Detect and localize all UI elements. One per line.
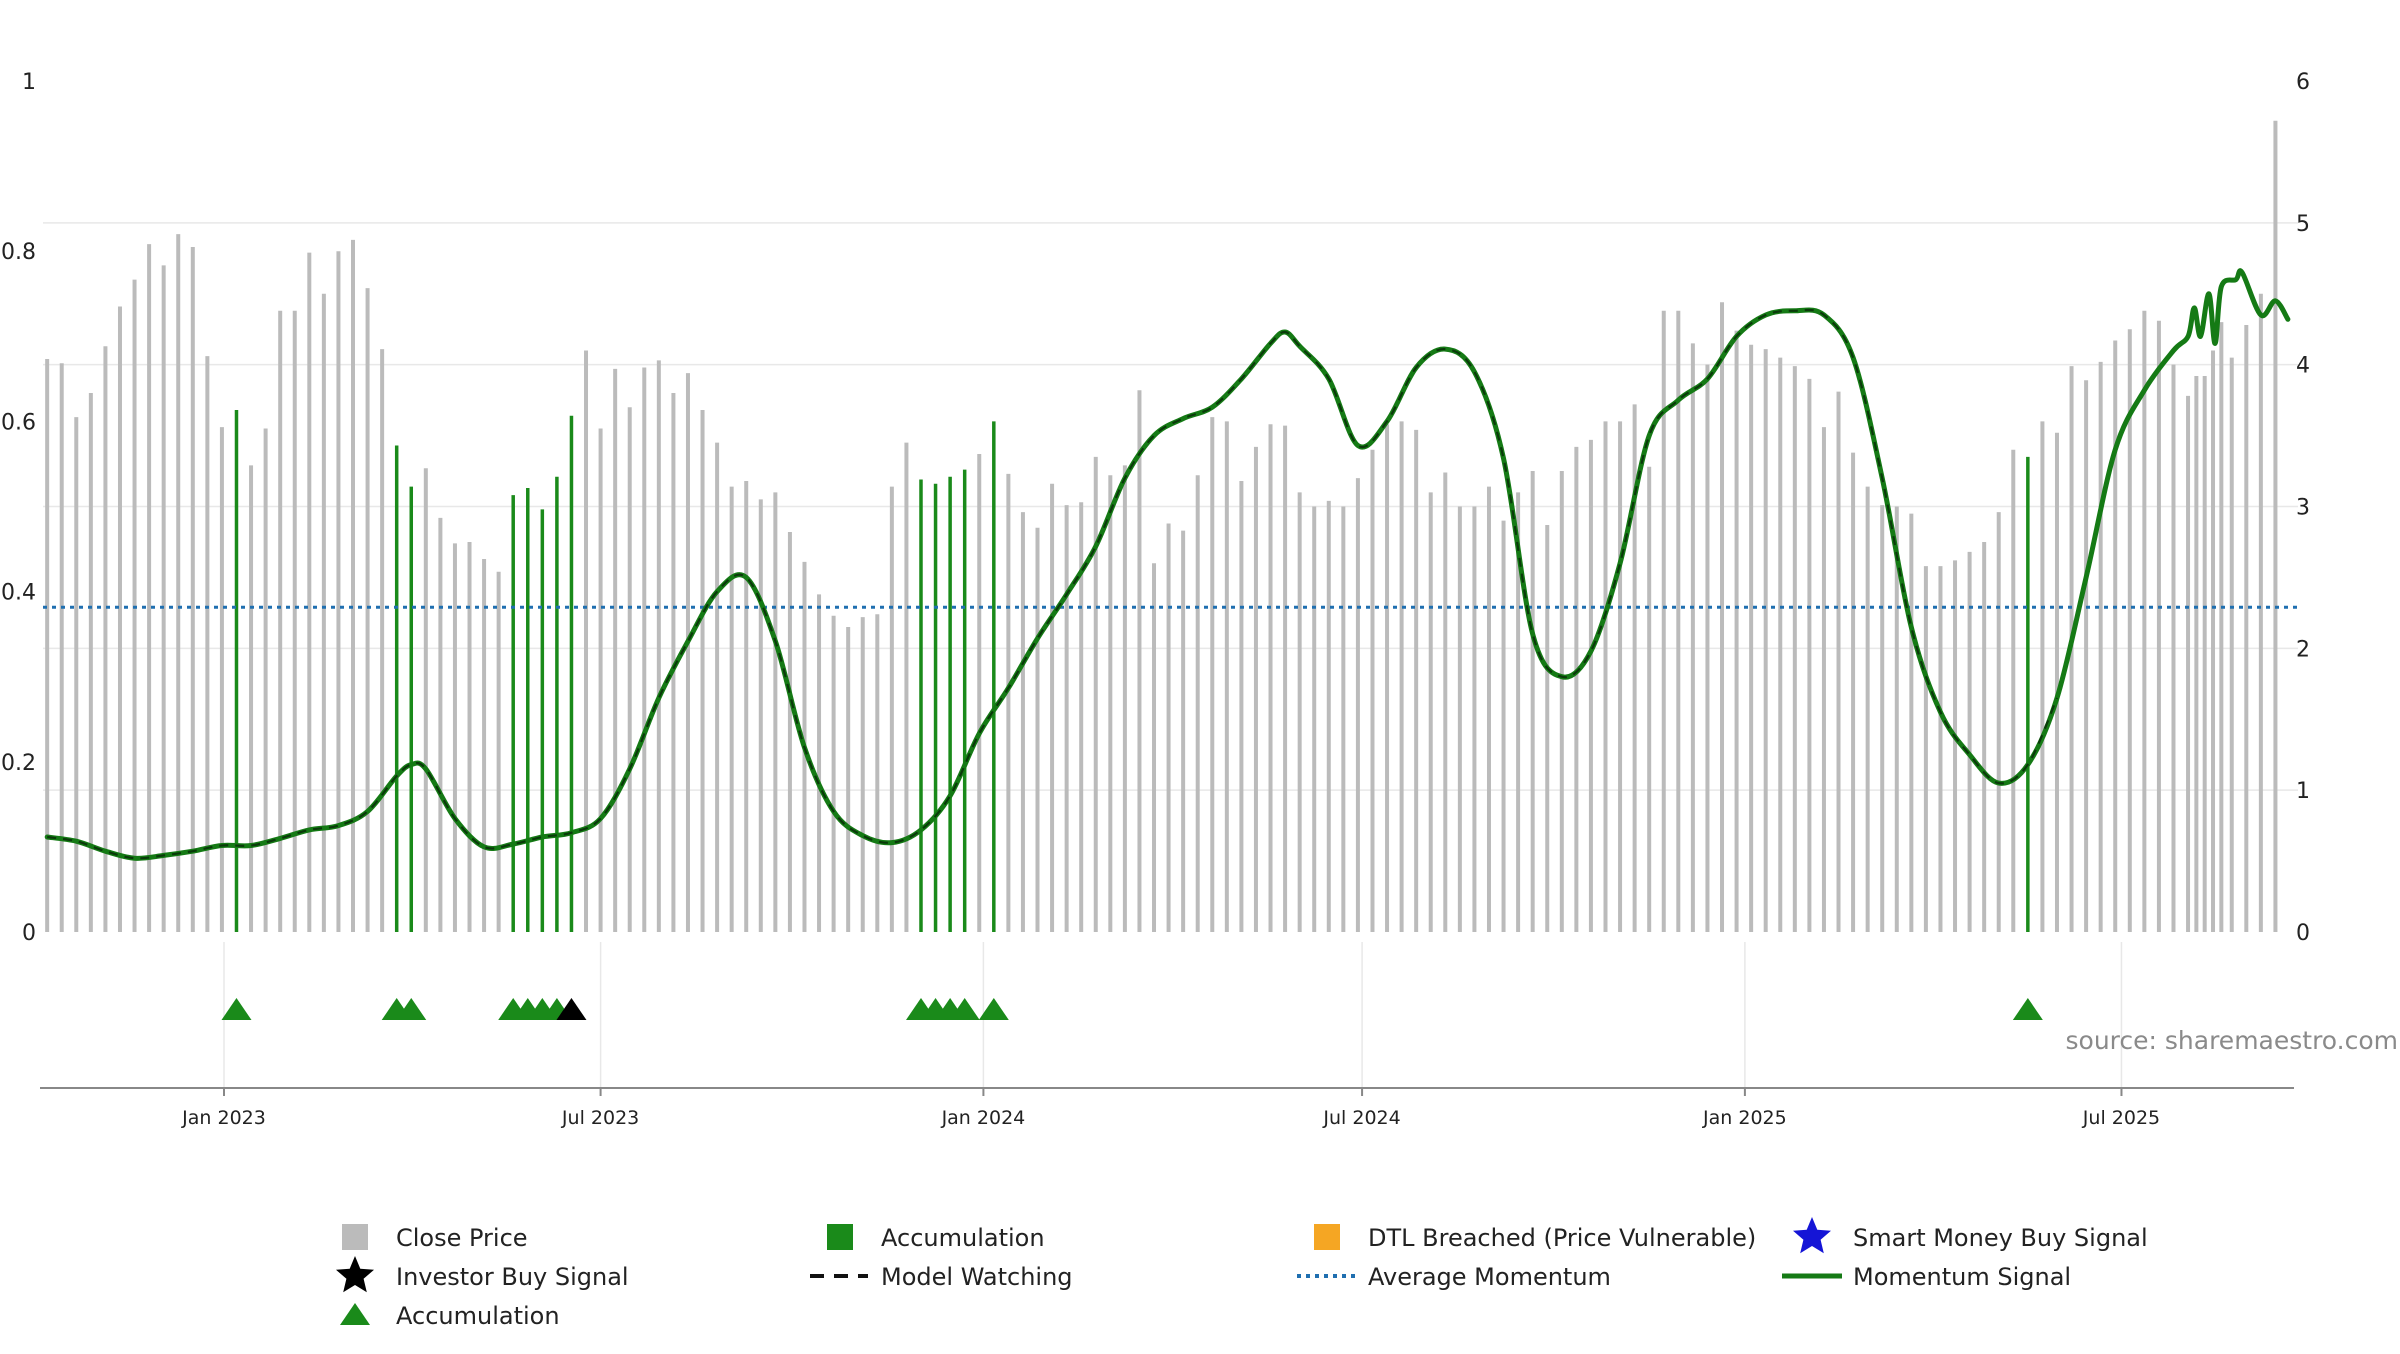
right-axis-tick-label: 2 — [2296, 637, 2310, 662]
legend-triangle-icon — [340, 1303, 370, 1325]
right-axis-tick-label: 0 — [2296, 921, 2310, 946]
close-price-bars — [45, 120, 2278, 932]
right-axis-ticks: 0 1 2 3 4 5 6 — [2296, 70, 2310, 946]
signal-markers — [221, 998, 2043, 1020]
legend: Close Price Accumulation DTL Breached (Pri… — [336, 1217, 2148, 1330]
x-axis: Jan 2023 Jul 2023 Jan 2024 Jul 2024 Jan 2025… — [40, 1087, 2294, 1129]
legend-swatch-close-price — [342, 1224, 368, 1250]
x-axis-tick-label: Jan 2024 — [941, 1107, 1026, 1129]
legend-item: Model Watching — [810, 1263, 1073, 1291]
legend-item: Momentum Signal — [1782, 1263, 2071, 1291]
accumulation-marker — [949, 998, 980, 1020]
right-axis-tick-label: 5 — [2296, 212, 2310, 237]
x-axis-tick-label: Jan 2025 — [1702, 1107, 1787, 1129]
x-axis-tick-label: Jul 2025 — [2082, 1107, 2160, 1129]
left-axis-tick-label: 1 — [22, 70, 36, 95]
legend-item: Average Momentum — [1297, 1263, 1611, 1291]
legend-label: Momentum Signal — [1853, 1263, 2071, 1291]
legend-star-icon-investor — [336, 1256, 374, 1293]
right-axis-tick-label: 4 — [2296, 354, 2310, 379]
left-axis-tick-label: 0 — [22, 921, 36, 946]
legend-label: Accumulation — [881, 1224, 1045, 1252]
x-axis-tick-label: Jul 2024 — [1322, 1107, 1400, 1129]
right-axis-tick-label: 1 — [2296, 779, 2310, 804]
legend-star-icon-smart-money — [1793, 1217, 1831, 1254]
left-axis-tick-label: 0.4 — [1, 581, 36, 606]
legend-swatch-accumulation — [827, 1224, 853, 1250]
legend-item: Smart Money Buy Signal — [1853, 1224, 2148, 1252]
legend-item: Investor Buy Signal — [396, 1263, 629, 1291]
accumulation-marker — [396, 998, 427, 1020]
legend-label: Average Momentum — [1368, 1263, 1611, 1291]
left-axis-tick-label: 0.2 — [1, 751, 36, 776]
legend-item: Accumulation — [827, 1224, 1045, 1252]
left-axis-ticks: 0 0.2 0.4 0.6 0.8 1 — [1, 70, 36, 946]
left-axis-tick-label: 0.6 — [1, 410, 36, 435]
accumulation-marker — [221, 998, 252, 1020]
legend-label: DTL Breached (Price Vulnerable) — [1368, 1224, 1756, 1252]
accumulation-marker — [978, 998, 1009, 1020]
legend-label: Investor Buy Signal — [396, 1263, 629, 1291]
x-axis-tick-label: Jul 2023 — [561, 1107, 639, 1129]
left-axis-tick-label: 0.8 — [1, 240, 36, 265]
legend-item: Accumulation — [340, 1302, 560, 1330]
x-axis-tick-label: Jan 2023 — [181, 1107, 266, 1129]
legend-item: DTL Breached (Price Vulnerable) — [1314, 1224, 1756, 1252]
legend-label: Close Price — [396, 1224, 528, 1252]
accumulation-marker — [2012, 998, 2043, 1020]
momentum-signal-line — [44, 268, 2291, 861]
legend-label: Smart Money Buy Signal — [1853, 1224, 2148, 1252]
legend-label: Accumulation — [396, 1302, 560, 1330]
investor-buy-marker — [556, 998, 587, 1020]
legend-swatch-dtl — [1314, 1224, 1340, 1250]
source-label: source: sharemaestro.com — [2066, 1026, 2399, 1055]
model-watching-path — [47, 308, 2059, 860]
right-axis-tick-label: 6 — [2296, 70, 2310, 95]
right-axis-tick-label: 3 — [2296, 496, 2310, 521]
legend-item: Close Price — [342, 1224, 528, 1252]
grid-lines — [43, 222, 2298, 1088]
legend-label: Model Watching — [881, 1263, 1073, 1291]
